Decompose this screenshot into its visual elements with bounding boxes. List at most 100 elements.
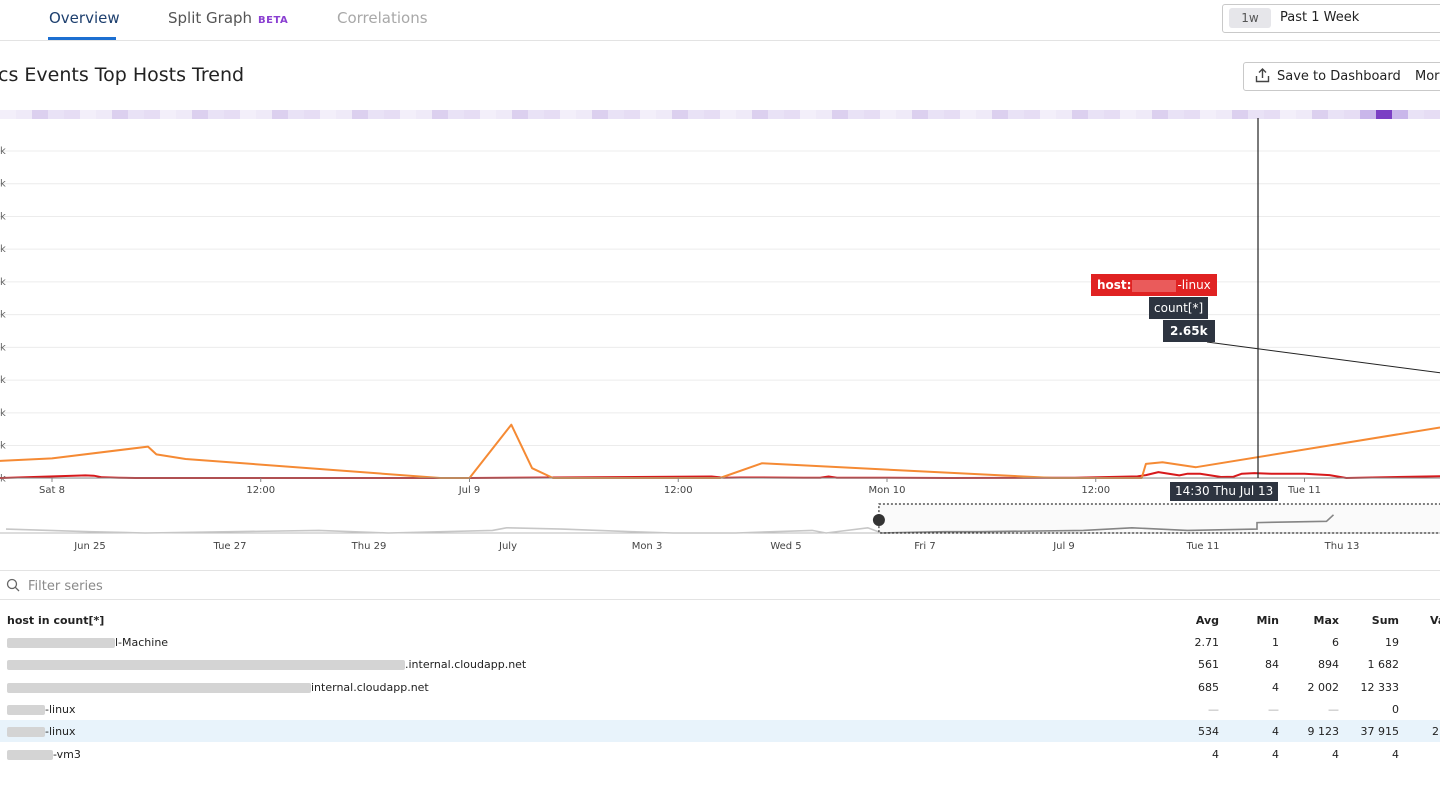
heatmap-cell [1200, 110, 1216, 119]
heatmap-cell [768, 110, 784, 119]
host-cell: l-Machine [7, 636, 168, 649]
host-cell: .internal.cloudapp.net [7, 658, 526, 671]
heatmap-cell [176, 110, 192, 119]
overview-x-axis-ticks: Jun 25 Tue 27 Thu 29 July Mon 3 Wed 5 Fri 7 Jul… [73, 541, 1359, 552]
tab-correlations[interactable]: Correlations [337, 9, 428, 27]
host-cell: -linux [7, 725, 76, 738]
heatmap-cell [64, 110, 80, 119]
heatmap-cell [704, 110, 720, 119]
redacted-block [7, 638, 115, 648]
heatmap-cell [1248, 110, 1264, 119]
heatmap-cell [976, 110, 992, 119]
heatmap-cell [1296, 110, 1312, 119]
series-line-0[interactable] [0, 205, 1440, 479]
heatmap-cell [1024, 110, 1040, 119]
column-header-sum[interactable]: Sum [1371, 614, 1399, 627]
value-cell: 2 [1432, 725, 1439, 738]
heatmap-cell [592, 110, 608, 119]
column-header-avg[interactable]: Avg [1195, 614, 1219, 627]
search-icon [6, 577, 20, 596]
overview-x-tick-label: July [498, 541, 517, 552]
heatmap-cell [832, 110, 848, 119]
heatmap-cell [128, 110, 144, 119]
heatmap-strip [0, 110, 1440, 119]
avg-cell: 685 [1198, 681, 1219, 694]
series-lines [0, 205, 1440, 479]
sum-cell: 4 [1392, 748, 1399, 761]
min-cell: 1 [1272, 636, 1279, 649]
avg-cell: 534 [1198, 725, 1219, 738]
heatmap-cell [1408, 110, 1424, 119]
table-row[interactable]: internal.cloudapp.net 685 4 2 002 12 333 [0, 676, 1440, 698]
sum-cell: 37 915 [1360, 725, 1400, 738]
overview-x-tick-label: Tue 11 [1186, 541, 1220, 552]
tab-split-graph-label: Split Graph [168, 9, 253, 27]
heatmap-cell [896, 110, 912, 119]
heatmap-cell [80, 110, 96, 119]
brush-selection[interactable] [878, 503, 1440, 534]
min-cell: — [1268, 703, 1279, 716]
brush-handle[interactable] [872, 514, 885, 526]
heatmap-cell [0, 110, 16, 119]
heatmap-cell [144, 110, 160, 119]
time-range-picker[interactable]: 1w Past 1 Week [1222, 4, 1440, 33]
avg-cell: 4 [1212, 748, 1219, 761]
save-to-dashboard-label: Save to Dashboard [1277, 69, 1401, 84]
table-row[interactable]: .internal.cloudapp.net 561 84 894 1 682 [0, 653, 1440, 675]
tooltip-host: host: -linux [1091, 274, 1217, 296]
tab-correlations-label: Correlations [337, 9, 428, 27]
save-to-dashboard-button[interactable]: Save to Dashboard [1243, 62, 1407, 91]
heatmap-cell [96, 110, 112, 119]
export-icon [1255, 68, 1270, 87]
table-row[interactable]: -linux — — — 0 [0, 698, 1440, 720]
heatmap-cell [720, 110, 736, 119]
table-row[interactable]: -vm3 4 4 4 4 [0, 743, 1440, 765]
tab-split-graph[interactable]: Split Graph BETA [168, 9, 288, 27]
max-cell: 6 [1332, 636, 1339, 649]
y-tick-label: k [0, 277, 6, 288]
column-header-min[interactable]: Min [1256, 614, 1279, 627]
overview-series-0 [5, 526, 882, 534]
table-row[interactable]: l-Machine 2.71 1 6 19 [0, 631, 1440, 653]
redacted-block [7, 683, 311, 693]
column-header-host[interactable]: host in count[*] [7, 614, 105, 627]
heatmap-cell [1424, 110, 1440, 119]
x-tick-label: Jul 9 [458, 485, 481, 496]
y-tick-label: k [0, 310, 6, 321]
host-cell: internal.cloudapp.net [7, 681, 429, 694]
tab-overview[interactable]: Overview [49, 9, 120, 27]
x-tick-label: 12:00 [246, 485, 275, 496]
heatmap-cell [656, 110, 672, 119]
heatmap-cell [432, 110, 448, 119]
column-header-max[interactable]: Max [1313, 614, 1339, 627]
max-cell: — [1328, 703, 1339, 716]
heatmap-cell [560, 110, 576, 119]
max-cell: 894 [1318, 658, 1339, 671]
overview-x-tick-label: Jun 25 [73, 541, 106, 552]
filter-series-input[interactable] [26, 575, 430, 597]
heatmap-cell [384, 110, 400, 119]
host-name: l-Machine [115, 636, 169, 649]
heatmap-cell [1056, 110, 1072, 119]
host-name: -linux [45, 725, 76, 738]
heatmap-cell [192, 110, 208, 119]
heatmap-cell [304, 110, 320, 119]
heatmap-cell [288, 110, 304, 119]
heatmap-cell [336, 110, 352, 119]
more-button[interactable]: Mor [1405, 62, 1440, 91]
y-tick-label: k [0, 342, 6, 353]
heatmap-cell [496, 110, 512, 119]
overview-chart[interactable] [0, 503, 1440, 534]
redacted-block [7, 727, 45, 737]
x-tick-label: 12:00 [1081, 485, 1110, 496]
series-line-1[interactable] [0, 414, 1440, 479]
tooltip-metric: count[*] [1149, 297, 1209, 319]
heatmap-cell [624, 110, 640, 119]
heatmap-cell [160, 110, 176, 119]
heatmap-cell [640, 110, 656, 119]
table-row-highlighted[interactable]: -linux 534 4 9 123 37 915 2 [0, 720, 1440, 742]
heatmap-cell [368, 110, 384, 119]
column-header-value[interactable]: Va [1430, 614, 1440, 627]
heatmap-cell [272, 110, 288, 119]
